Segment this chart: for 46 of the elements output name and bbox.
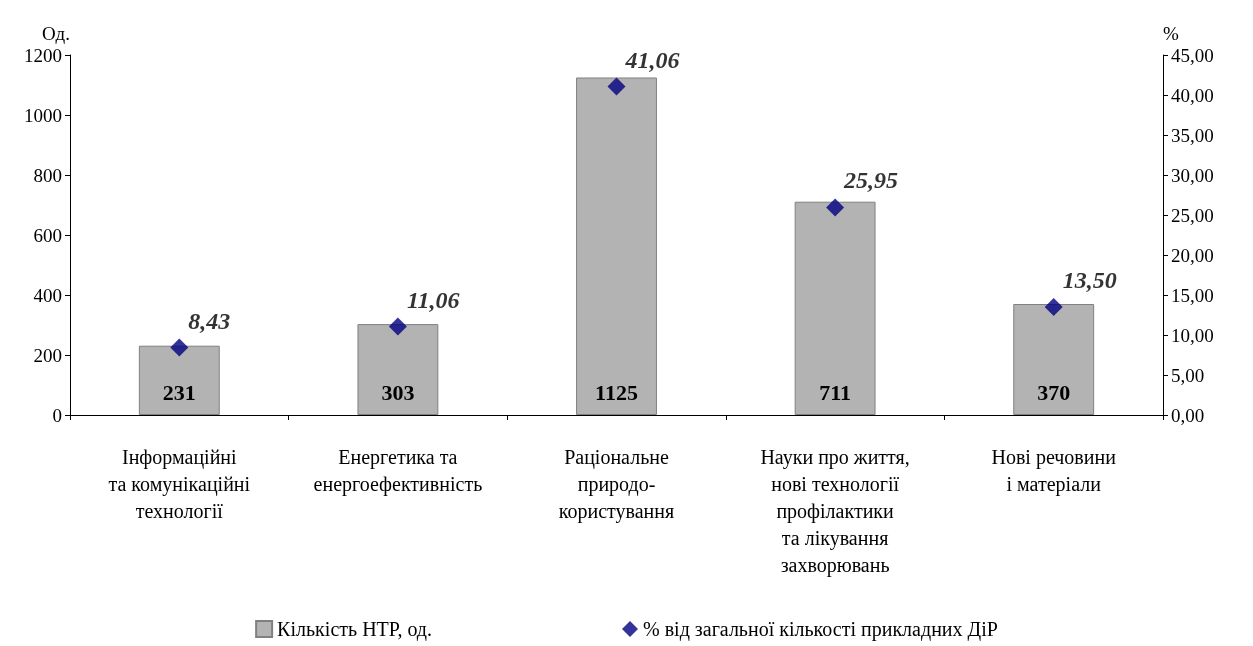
data-label: 711 <box>819 379 851 405</box>
data-label: 231 <box>162 379 196 405</box>
x-tick-label: Нові речовини і матеріали <box>991 445 1117 496</box>
y2-tick-label: 35,00 <box>1171 124 1214 146</box>
point <box>388 317 407 336</box>
data-label: 1125 <box>595 379 638 405</box>
data-label: 13,50 <box>1062 267 1117 293</box>
y-tick-label: 1200 <box>24 44 62 66</box>
point <box>607 77 626 96</box>
y2-tick-label: 10,00 <box>1171 324 1214 346</box>
legend-label: % від загальної кількості прикладних ДіР <box>643 618 998 641</box>
data-label: 11,06 <box>406 286 460 313</box>
x-tick-label: Енергетика та енергоефективність <box>313 445 483 496</box>
y2-tick-label: 40,00 <box>1171 84 1214 106</box>
y-axis-title: Од. <box>42 23 70 44</box>
y2-tick-label: 20,00 <box>1171 244 1214 266</box>
x-tick-label: Раціональне природо- користування <box>558 445 675 523</box>
bar <box>357 324 439 415</box>
point <box>170 338 189 357</box>
y2-tick-label: 0,00 <box>1171 404 1205 426</box>
data-label: 41,06 <box>624 46 680 73</box>
y-tick-label: 800 <box>33 164 62 186</box>
data-label: 25,95 <box>843 167 899 194</box>
y-tick-label: 200 <box>33 344 62 366</box>
legend-label: Кількість НТР, од. <box>277 618 433 641</box>
data-label: 303 <box>381 379 415 405</box>
bar <box>794 201 876 415</box>
y2-tick-label: 5,00 <box>1171 364 1205 386</box>
y2-tick-label: 30,00 <box>1171 164 1214 186</box>
point <box>826 198 845 217</box>
point <box>1044 298 1063 316</box>
y2-tick-label: 25,00 <box>1171 204 1214 226</box>
data-label: 370 <box>1037 379 1071 405</box>
y-tick-label: 1000 <box>24 104 62 126</box>
y-tick-label: 600 <box>33 224 62 246</box>
bar <box>576 77 657 415</box>
bar <box>1013 304 1095 415</box>
data-label: 8,43 <box>188 307 231 334</box>
y2-tick-label: 15,00 <box>1171 284 1214 306</box>
bar <box>138 345 220 415</box>
y-tick-label: 0 <box>52 404 62 426</box>
x-tick-label: Науки про життя, нові технології профілактики та лікування захворювань <box>760 445 910 577</box>
x-tick-label: Інформаційні та комунікаційні технології <box>108 445 251 522</box>
y-tick-label: 400 <box>33 284 62 306</box>
y2-axis-title: % <box>1163 23 1179 44</box>
y2-tick-label: 45,00 <box>1171 44 1214 66</box>
